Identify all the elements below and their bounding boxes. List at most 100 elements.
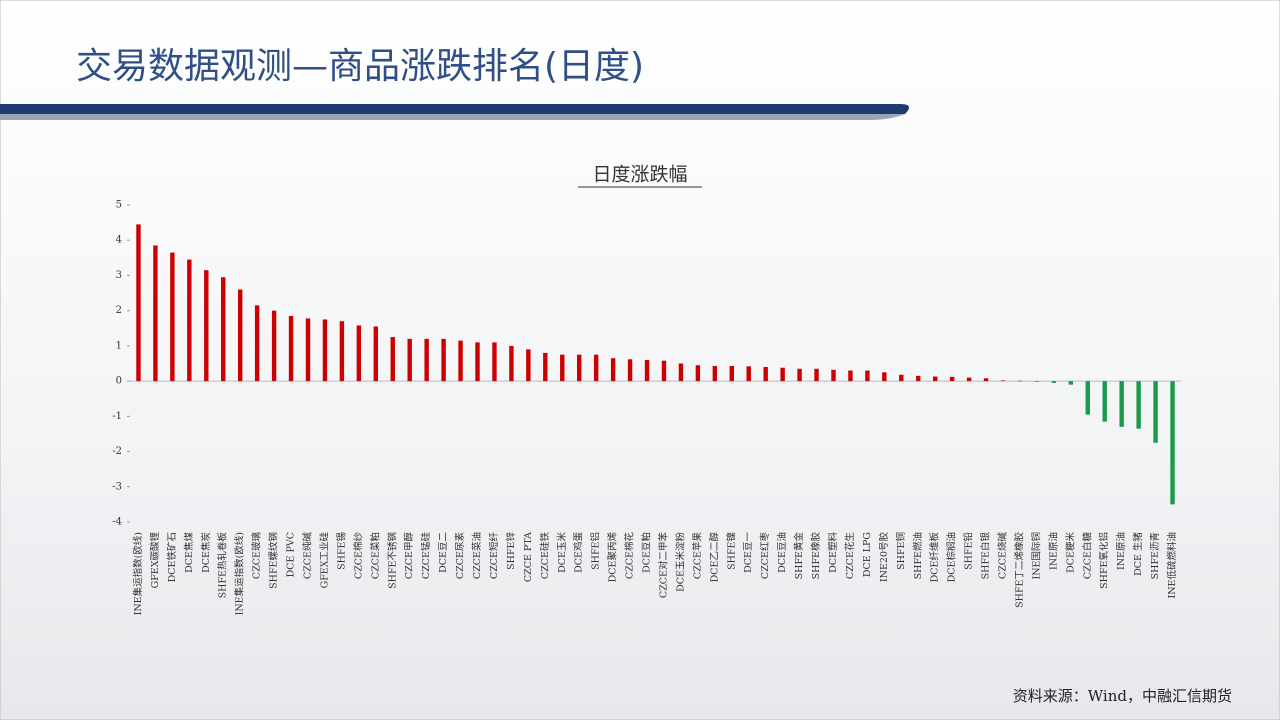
x-tick-label: SHFE铅 bbox=[963, 532, 975, 570]
x-tick-label: INE20号胶 bbox=[878, 532, 890, 583]
bar bbox=[831, 369, 836, 382]
x-tick-label: DCE LPG bbox=[862, 532, 873, 577]
x-tick-label: CZCE菜油 bbox=[471, 532, 483, 579]
y-tick-label: 4 bbox=[116, 235, 122, 246]
bar bbox=[339, 321, 345, 382]
bar bbox=[933, 376, 938, 382]
bar bbox=[322, 319, 328, 382]
x-tick-label: CZCE烧碱 bbox=[997, 532, 1009, 580]
bar bbox=[543, 352, 548, 382]
x-tick-label: DCE焦煤 bbox=[183, 532, 195, 573]
x-tick-label: DCE塑料 bbox=[827, 532, 839, 573]
bar bbox=[560, 354, 565, 382]
x-tick-label: DCE乙二醇 bbox=[708, 532, 720, 583]
y-tick-label: 0 bbox=[116, 376, 122, 387]
y-tick-label: -3 bbox=[112, 481, 122, 492]
x-tick-label: SHFE燃油 bbox=[912, 532, 924, 579]
x-tick-label: CZCE尿素 bbox=[454, 532, 466, 580]
x-tick-label: SHFE锡 bbox=[335, 532, 347, 570]
bar bbox=[305, 318, 311, 382]
bar bbox=[814, 368, 819, 382]
x-tick-label: DCE聚丙烯 bbox=[607, 532, 619, 583]
bar bbox=[882, 372, 887, 382]
x-tick-label: CZCE白糖 bbox=[1081, 532, 1093, 580]
x-tick-label: SHFE氧化铝 bbox=[1098, 532, 1110, 589]
x-tick-label: CZCE菜粕 bbox=[369, 532, 381, 579]
bar bbox=[458, 340, 463, 382]
x-tick-label: GFEX碳酸锂 bbox=[149, 532, 161, 589]
x-tick-label: SHFE热轧卷板 bbox=[217, 532, 229, 599]
bar bbox=[373, 326, 378, 382]
bar bbox=[254, 305, 260, 382]
x-tick-label: SHFE螺纹钢 bbox=[268, 532, 280, 589]
x-tick-label: DCE豆粕 bbox=[641, 532, 653, 573]
x-tick-label: SHFE沥青 bbox=[1149, 532, 1161, 579]
bar bbox=[1102, 381, 1107, 422]
bar bbox=[610, 358, 616, 382]
x-tick-label: SHFE不锈钢 bbox=[386, 532, 398, 589]
bar bbox=[1000, 380, 1006, 382]
bar bbox=[899, 374, 904, 382]
bar bbox=[678, 363, 684, 382]
x-tick-label: CZCE玻璃 bbox=[251, 532, 263, 579]
bar bbox=[577, 354, 582, 382]
x-tick-label: SHFE白银 bbox=[980, 532, 992, 580]
x-tick-label: DCE纤维板 bbox=[929, 532, 941, 583]
bar bbox=[780, 367, 785, 382]
bar bbox=[1034, 381, 1040, 382]
bar bbox=[441, 338, 446, 382]
bar bbox=[237, 289, 243, 382]
bar bbox=[695, 365, 701, 382]
bar bbox=[509, 345, 514, 382]
x-tick-label: INE集运指数(欧线) bbox=[132, 532, 144, 615]
y-tick-label: 5 bbox=[116, 200, 122, 211]
bar bbox=[916, 375, 921, 382]
x-tick-label: GFEX工业硅 bbox=[318, 532, 330, 589]
bar bbox=[187, 259, 192, 382]
bar bbox=[1017, 380, 1023, 382]
bar bbox=[424, 338, 429, 382]
y-tick-label: -4 bbox=[112, 517, 122, 528]
x-tick-label: CZCE棉纱 bbox=[352, 532, 364, 580]
x-tick-label: DCE PVC bbox=[286, 532, 297, 577]
bar bbox=[966, 377, 972, 382]
x-tick-label: CZCE红枣 bbox=[759, 532, 771, 580]
bar bbox=[170, 252, 175, 382]
x-tick-label: CZCE甲醇 bbox=[403, 532, 415, 580]
x-tick-label: DCE 生猪 bbox=[1132, 532, 1144, 576]
bar bbox=[271, 310, 277, 382]
x-tick-label: DCE玉米淀粉 bbox=[674, 532, 686, 592]
x-tick-label: CZCE棉花 bbox=[624, 532, 636, 580]
slide-title: 交易数据观测—商品涨跌排名(日度) bbox=[76, 46, 644, 87]
x-tick-label: SHFE铜 bbox=[895, 532, 907, 570]
bar bbox=[746, 366, 751, 382]
bar bbox=[136, 224, 141, 382]
x-tick-label: DCE豆一 bbox=[743, 532, 754, 573]
x-tick-label: CZCE花生 bbox=[844, 532, 856, 580]
y-tick-label: -1 bbox=[112, 411, 122, 422]
bar bbox=[492, 342, 497, 382]
y-tick-label: 2 bbox=[116, 305, 122, 316]
x-tick-label: SHFE铝 bbox=[590, 532, 602, 570]
chart-title: 日度涨跌幅 bbox=[592, 164, 687, 186]
bar bbox=[1068, 381, 1074, 385]
bar bbox=[356, 325, 362, 382]
x-tick-label: DCE豆二 bbox=[438, 532, 449, 573]
bar bbox=[288, 315, 294, 382]
x-tick-label: DCE玉米 bbox=[556, 532, 568, 573]
x-tick-label: CZCE纯碱 bbox=[301, 532, 313, 580]
bar bbox=[407, 338, 412, 382]
bar bbox=[221, 277, 226, 382]
bar bbox=[1085, 381, 1090, 415]
bar bbox=[797, 368, 802, 382]
y-tick-label: 1 bbox=[116, 340, 122, 351]
x-tick-label: INE国际铜 bbox=[1030, 532, 1042, 580]
bar bbox=[848, 370, 853, 382]
x-tick-label: SHFE橡胶 bbox=[810, 532, 822, 580]
x-tick-label: INE低硫燃料油 bbox=[1166, 532, 1178, 599]
x-tick-label: SHFE黄金 bbox=[793, 532, 805, 580]
bar bbox=[593, 354, 599, 382]
bar bbox=[475, 342, 480, 382]
bar bbox=[1170, 381, 1175, 505]
